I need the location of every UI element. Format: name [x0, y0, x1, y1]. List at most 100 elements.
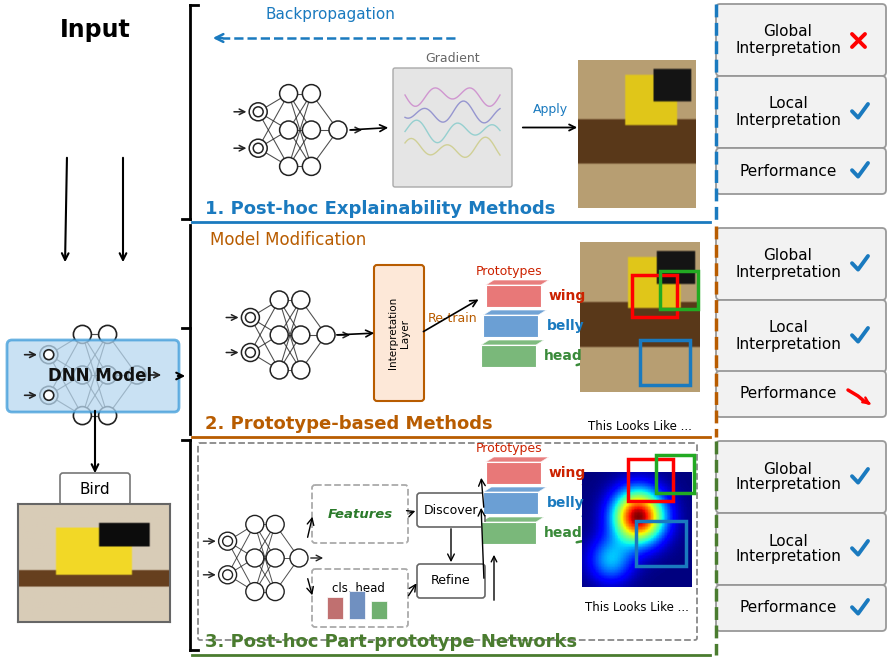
Polygon shape	[486, 457, 549, 462]
FancyBboxPatch shape	[716, 371, 886, 417]
Circle shape	[249, 102, 267, 121]
Bar	[640, 340, 690, 385]
FancyBboxPatch shape	[716, 585, 886, 631]
Text: Global: Global	[764, 24, 813, 39]
Circle shape	[44, 350, 53, 359]
Text: Interpretation: Interpretation	[735, 549, 841, 564]
Polygon shape	[484, 310, 546, 315]
FancyBboxPatch shape	[374, 265, 424, 401]
Circle shape	[290, 549, 308, 567]
Bar	[636, 521, 686, 566]
Text: Global: Global	[764, 248, 813, 263]
Circle shape	[218, 566, 237, 584]
Circle shape	[246, 515, 264, 533]
FancyBboxPatch shape	[393, 68, 512, 187]
Polygon shape	[481, 517, 544, 522]
Text: 3. Post-hoc Part-prototype Networks: 3. Post-hoc Part-prototype Networks	[205, 633, 577, 651]
Circle shape	[280, 158, 298, 175]
FancyBboxPatch shape	[716, 300, 886, 372]
Circle shape	[241, 309, 259, 327]
FancyBboxPatch shape	[417, 493, 485, 527]
Bar	[628, 459, 673, 501]
Text: This Looks Like ...: This Looks Like ...	[588, 420, 692, 433]
Polygon shape	[481, 340, 544, 345]
Text: Interpretation: Interpretation	[735, 41, 841, 55]
FancyBboxPatch shape	[716, 148, 886, 194]
FancyBboxPatch shape	[60, 473, 130, 505]
Circle shape	[40, 386, 58, 404]
Circle shape	[246, 549, 264, 567]
Text: This Looks Like ...: This Looks Like ...	[585, 601, 689, 614]
FancyBboxPatch shape	[716, 441, 886, 513]
Circle shape	[223, 536, 233, 546]
Text: belly: belly	[546, 319, 584, 333]
Text: head: head	[544, 526, 583, 540]
Text: Interpretation: Interpretation	[735, 336, 841, 351]
FancyBboxPatch shape	[198, 443, 697, 640]
Text: Gradient: Gradient	[425, 52, 480, 65]
Bar	[484, 315, 538, 337]
Circle shape	[241, 344, 259, 361]
Bar	[481, 345, 536, 367]
Text: cls. head: cls. head	[331, 582, 384, 595]
Circle shape	[99, 407, 117, 424]
Circle shape	[270, 326, 288, 344]
Text: Input: Input	[60, 18, 130, 42]
Text: Prototypes: Prototypes	[476, 442, 543, 455]
Circle shape	[253, 143, 263, 153]
FancyBboxPatch shape	[312, 569, 408, 627]
Circle shape	[246, 583, 264, 600]
Circle shape	[245, 348, 256, 357]
Text: Performance: Performance	[740, 164, 837, 179]
Bar	[660, 271, 698, 309]
Circle shape	[99, 366, 117, 384]
FancyBboxPatch shape	[716, 76, 886, 148]
FancyBboxPatch shape	[7, 340, 179, 412]
Text: Performance: Performance	[740, 600, 837, 616]
Circle shape	[266, 549, 284, 567]
Text: Features: Features	[327, 507, 393, 520]
Circle shape	[245, 313, 256, 323]
Bar	[656, 455, 694, 493]
Polygon shape	[484, 487, 546, 492]
Text: 2. Prototype-based Methods: 2. Prototype-based Methods	[205, 415, 493, 433]
Polygon shape	[484, 487, 546, 492]
Circle shape	[329, 121, 347, 139]
Text: Discover: Discover	[424, 503, 478, 516]
Text: wing: wing	[549, 466, 586, 480]
Circle shape	[291, 361, 310, 379]
Bar	[481, 522, 536, 544]
Circle shape	[280, 121, 298, 139]
Bar	[349, 591, 365, 619]
Circle shape	[249, 139, 267, 157]
Circle shape	[317, 326, 335, 344]
Circle shape	[266, 583, 284, 600]
Bar	[632, 275, 677, 317]
Bar	[484, 492, 538, 514]
Polygon shape	[486, 457, 549, 462]
Text: Interpretation
Layer: Interpretation Layer	[388, 297, 410, 369]
Polygon shape	[486, 280, 549, 285]
Circle shape	[223, 570, 233, 579]
Circle shape	[40, 346, 58, 364]
FancyBboxPatch shape	[417, 564, 485, 598]
Text: Backpropagation: Backpropagation	[265, 7, 395, 22]
Circle shape	[73, 325, 92, 344]
Bar	[486, 462, 541, 484]
Circle shape	[99, 325, 117, 344]
FancyBboxPatch shape	[716, 4, 886, 76]
Circle shape	[270, 361, 288, 379]
Circle shape	[270, 291, 288, 309]
Text: DNN Model: DNN Model	[48, 367, 152, 385]
Polygon shape	[481, 340, 544, 345]
Circle shape	[73, 366, 92, 384]
Text: Interpretation: Interpretation	[735, 265, 841, 279]
Circle shape	[73, 407, 92, 424]
Text: Prediction: Prediction	[27, 512, 163, 536]
Circle shape	[291, 291, 310, 309]
Bar	[486, 285, 541, 307]
Polygon shape	[481, 517, 544, 522]
Circle shape	[302, 121, 321, 139]
Circle shape	[218, 532, 237, 550]
Text: belly: belly	[546, 496, 584, 510]
